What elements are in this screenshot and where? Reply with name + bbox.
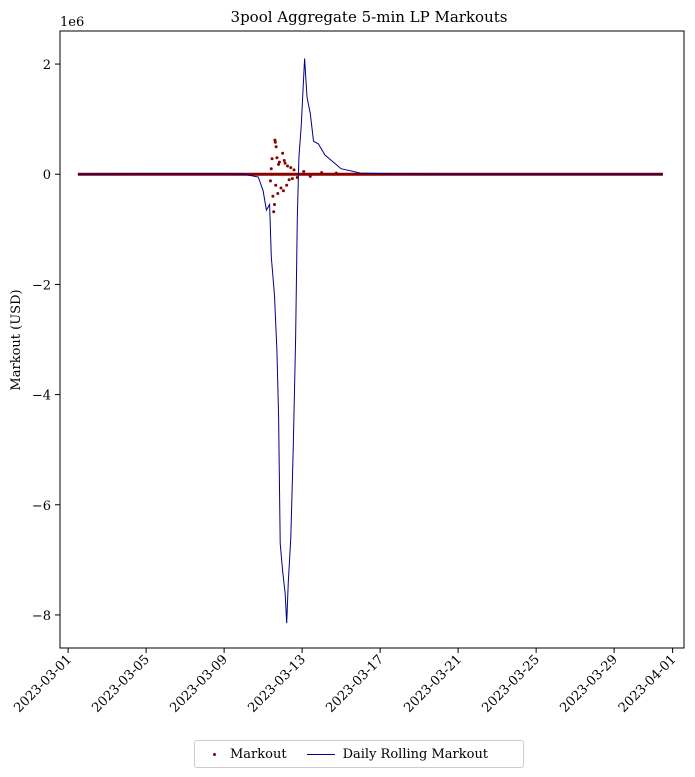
y-tick-label: −6 (32, 499, 51, 514)
markout-point (279, 186, 283, 190)
markout-point (273, 140, 277, 144)
y-tick-label: −4 (32, 389, 51, 404)
x-tick-label: 2023-03-17 (323, 652, 387, 716)
markout-point (289, 166, 293, 170)
legend-item-markout: Markout (207, 747, 287, 762)
y-tick-label: 2 (43, 58, 51, 73)
y-axis-multiplier: 1e6 (60, 15, 84, 30)
axes-group: 2 0 −2 −4 −6 −8 2023-03-01 2023-03-05 2023-03-09… (11, 58, 679, 716)
legend: Markout Daily Rolling Markout (194, 740, 524, 768)
markout-point (274, 145, 278, 149)
x-tick-label: 2023-03-25 (479, 652, 543, 716)
marks-group (77, 58, 663, 624)
x-tick-label: 2023-04-01 (616, 652, 680, 716)
legend-marker-markout (213, 752, 216, 756)
markout-point (290, 177, 294, 181)
markout-point (277, 162, 281, 166)
legend-item-rolling: Daily Rolling Markout (306, 746, 489, 762)
y-tick-label: 0 (43, 168, 51, 183)
markout-point (273, 203, 276, 207)
legend-line-rolling (306, 753, 335, 755)
x-tick-label: 2023-03-01 (11, 652, 75, 716)
markout-point (281, 189, 285, 193)
markout-point (295, 176, 299, 180)
markout-point (308, 174, 312, 178)
markout-point (271, 194, 275, 198)
markout-point (285, 183, 289, 187)
y-tick-label: −8 (32, 609, 51, 624)
markout-point (274, 183, 278, 187)
x-tick-label: 2023-03-13 (245, 652, 309, 716)
markout-point (302, 169, 306, 173)
plot-frame (59, 30, 685, 649)
chart-title: 3pool Aggregate 5-min LP Markouts (231, 8, 508, 26)
markout-point (282, 158, 286, 162)
markout-point (275, 156, 279, 160)
markout-point (292, 168, 296, 172)
y-axis-label: Markout (USD) (9, 289, 24, 390)
markout-point (272, 210, 276, 214)
markout-point (268, 179, 272, 183)
y-tick-label: −2 (32, 278, 51, 293)
markout-point (269, 167, 273, 171)
markout-point (276, 192, 280, 196)
x-tick-label: 2023-03-09 (167, 652, 231, 716)
markout-point (286, 164, 289, 168)
markout-point (283, 161, 287, 165)
x-tick-label: 2023-03-29 (557, 652, 621, 716)
markout-point (334, 171, 338, 175)
markout-point (320, 171, 324, 175)
series-line-daily-rolling-markout (77, 58, 663, 624)
legend-label-rolling: Daily Rolling Markout (342, 746, 489, 762)
legend-label-markout: Markout (230, 746, 287, 762)
markout-point (287, 178, 291, 182)
markout-point (270, 157, 274, 161)
markout-point (281, 151, 285, 155)
x-tick-label: 2023-03-05 (89, 652, 153, 716)
x-tick-label: 2023-03-21 (401, 652, 465, 716)
